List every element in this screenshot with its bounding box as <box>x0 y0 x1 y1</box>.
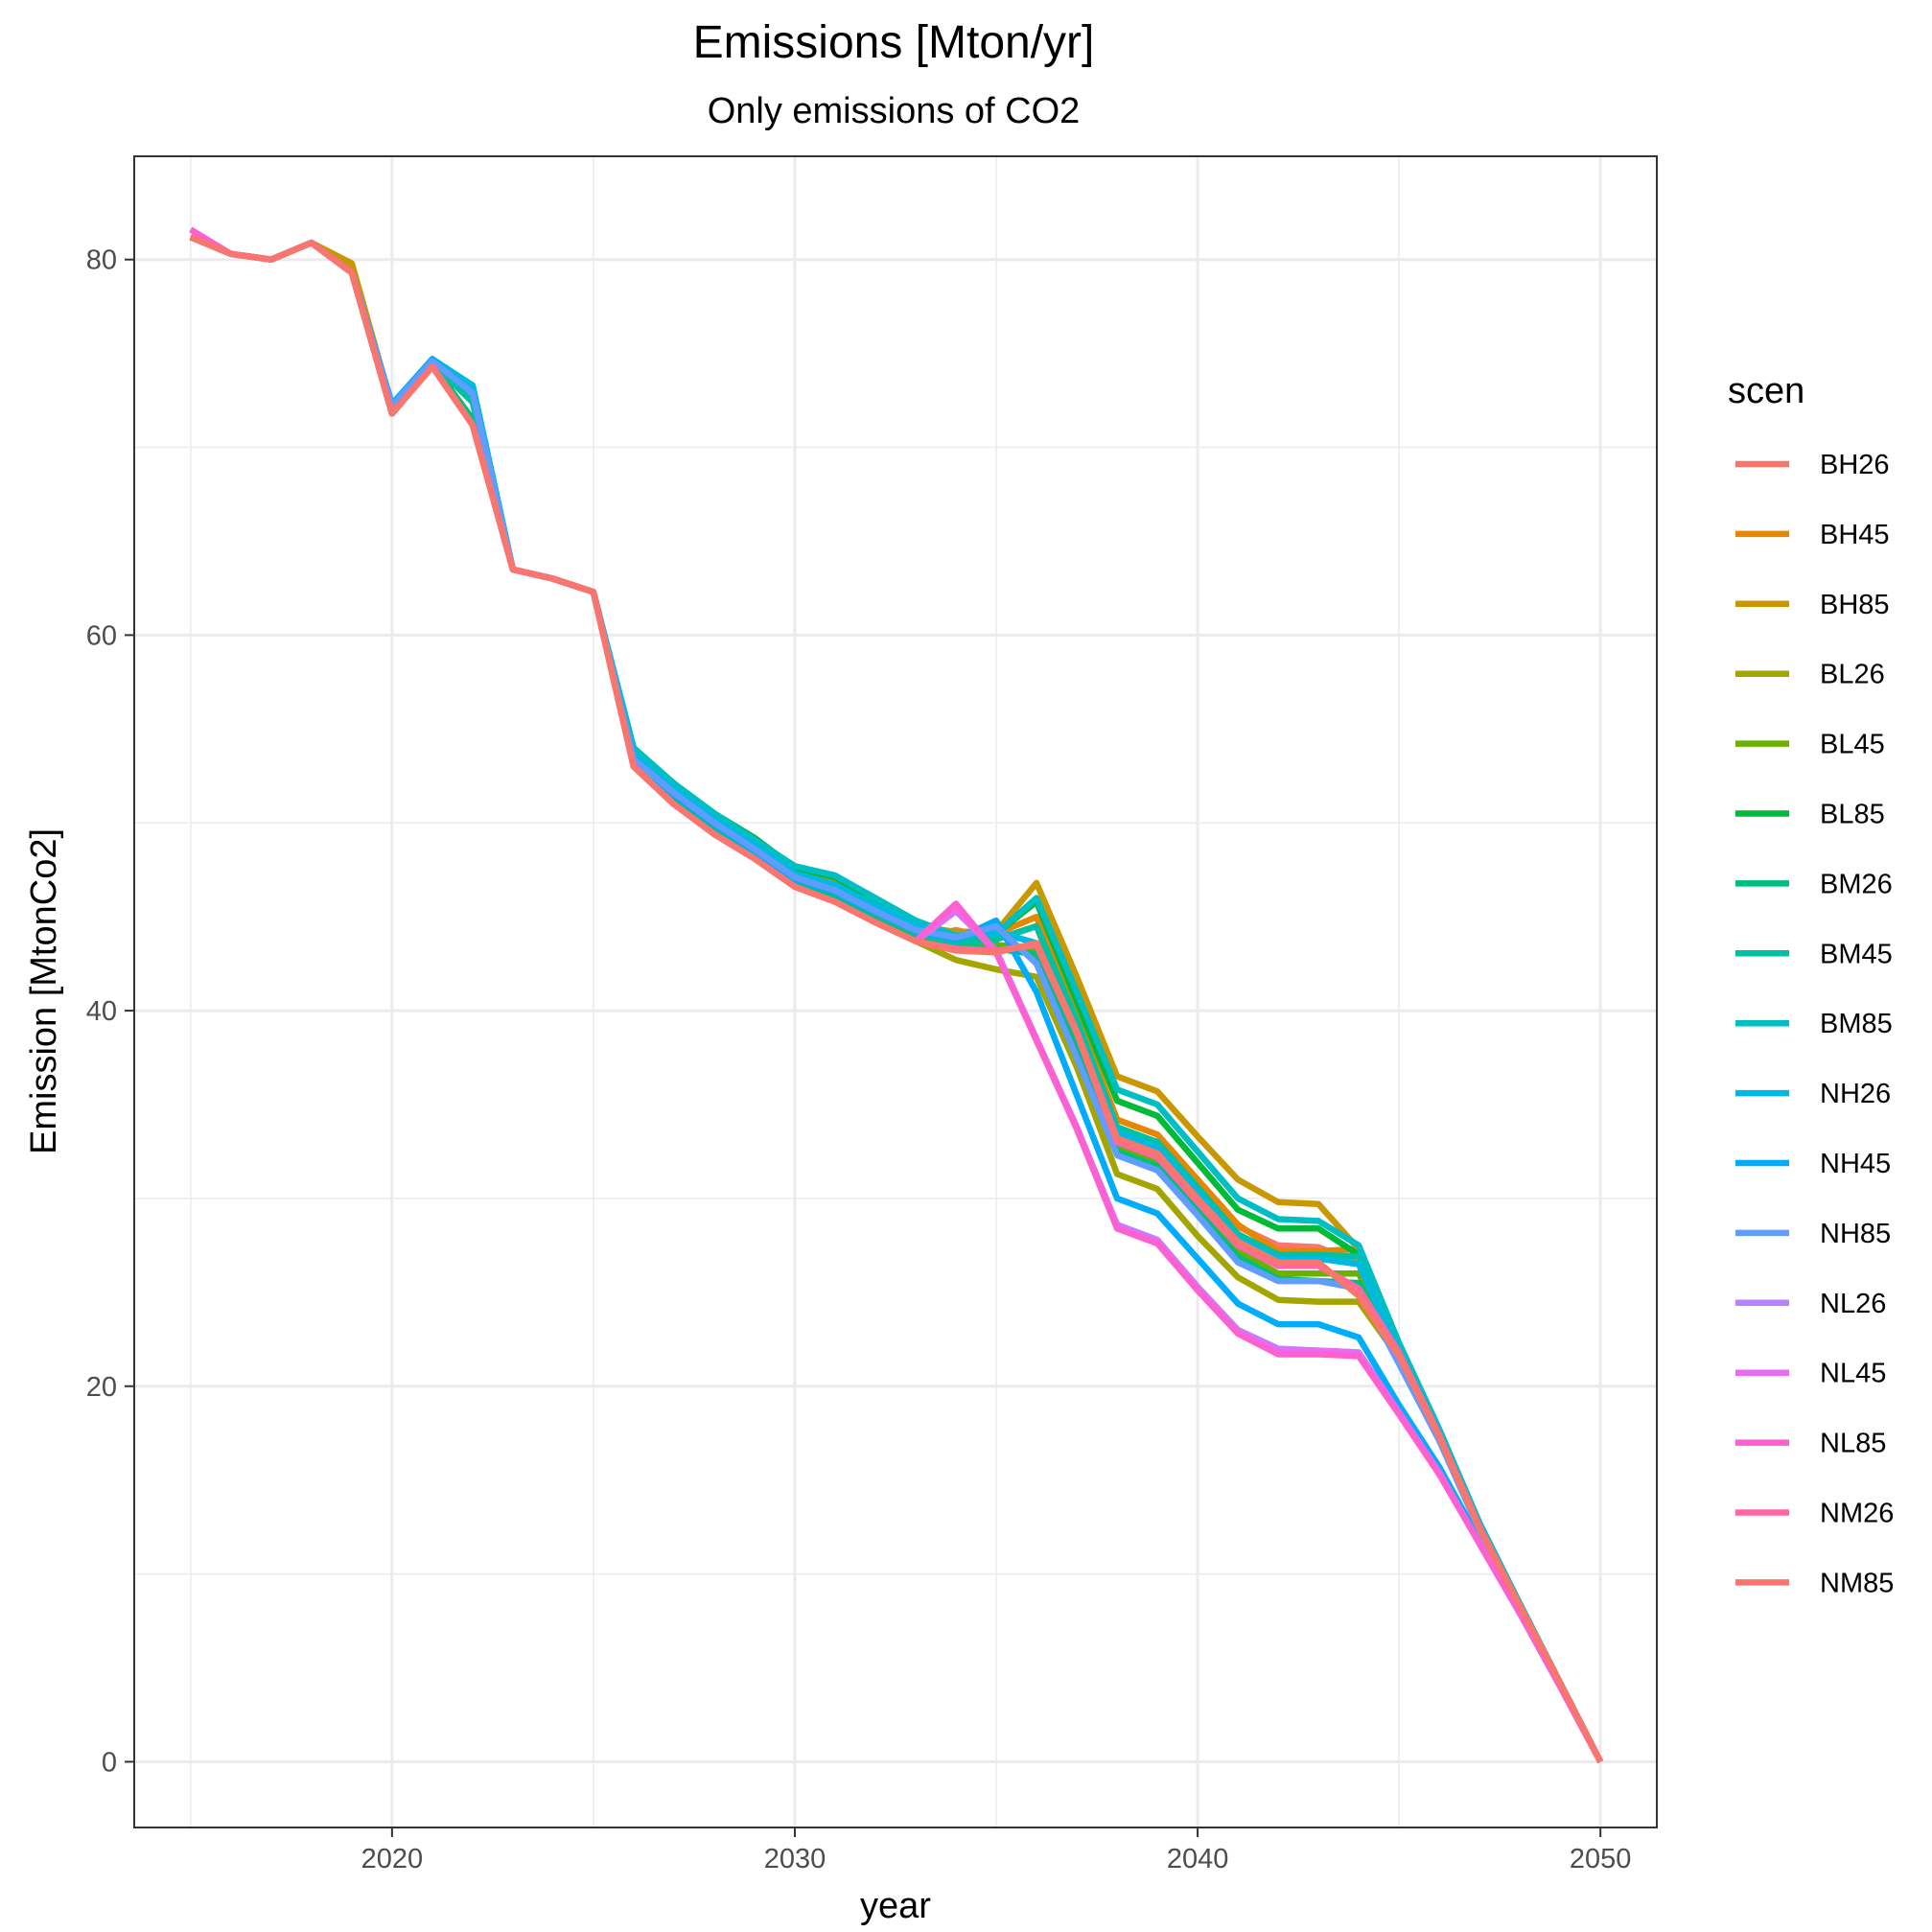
legend-label: BH85 <box>1820 590 1890 620</box>
legend-label: NH26 <box>1820 1079 1891 1109</box>
legend-label: BM85 <box>1820 1009 1893 1039</box>
legend-label: BL85 <box>1820 800 1885 830</box>
legend-item-nl26: NL26 <box>1735 1289 1886 1319</box>
legend-items: BH26 BH45 BH85 BL26 BL45 BL85 BM26 BM45 BM85 NH26… <box>1735 450 1894 1598</box>
major-gridlines <box>134 156 1657 1827</box>
legend-item-nh85: NH85 <box>1735 1219 1891 1249</box>
legend-label: BL45 <box>1820 730 1885 760</box>
legend-item-nm26: NM26 <box>1735 1499 1894 1529</box>
x-tick-label: 2050 <box>1570 1844 1632 1874</box>
plot-background <box>134 156 1657 1827</box>
legend-item-bh45: BH45 <box>1735 520 1890 550</box>
legend-item-nl85: NL85 <box>1735 1429 1886 1459</box>
legend-item-bh26: BH26 <box>1735 450 1890 480</box>
legend-item-nl45: NL45 <box>1735 1359 1886 1389</box>
plot-border <box>133 155 1658 1828</box>
legend-label: BL26 <box>1820 660 1885 690</box>
y-tick-label: 60 <box>86 620 117 651</box>
legend-title: scen <box>1728 371 1804 411</box>
series-lines <box>189 226 1604 1764</box>
legend-label: NL45 <box>1820 1359 1886 1389</box>
legend-item-bm26: BM26 <box>1735 869 1893 899</box>
legend: scen BH26 BH45 BH85 BL26 BL45 BL85 BM26 BM45 BM8… <box>1728 371 1894 1598</box>
y-tick-label: 80 <box>86 245 117 276</box>
legend-item-nm85: NM85 <box>1735 1568 1894 1598</box>
chart-title: Emissions [Mton/yr] <box>693 17 1095 68</box>
legend-item-bm45: BM45 <box>1735 939 1893 969</box>
legend-label: BM45 <box>1820 939 1893 969</box>
x-tick-label: 2030 <box>764 1844 826 1874</box>
legend-item-bl45: BL45 <box>1735 730 1885 760</box>
legend-item-bh85: BH85 <box>1735 590 1890 620</box>
legend-item-nh26: NH26 <box>1735 1079 1891 1109</box>
x-axis-title: year <box>860 1886 931 1926</box>
legend-label: BH26 <box>1820 450 1890 480</box>
chart-subtitle: Only emissions of CO2 <box>708 91 1081 131</box>
legend-item-bl85: BL85 <box>1735 800 1885 830</box>
x-tick-label: 2020 <box>361 1844 424 1874</box>
y-tick-label: 20 <box>86 1372 117 1403</box>
legend-label: BH45 <box>1820 520 1890 550</box>
legend-label: BM26 <box>1820 869 1893 899</box>
x-axis-ticks: 2020 2030 2040 2050 <box>361 1827 1632 1874</box>
legend-item-nh45: NH45 <box>1735 1149 1891 1179</box>
y-tick-label: 40 <box>86 996 117 1027</box>
legend-label: NM26 <box>1820 1499 1894 1529</box>
legend-item-bm85: BM85 <box>1735 1009 1893 1039</box>
y-axis-title: Emission [MtonCo2] <box>24 828 64 1154</box>
legend-label: NM85 <box>1820 1568 1894 1598</box>
legend-item-bl26: BL26 <box>1735 660 1885 690</box>
series-line-nm85 <box>189 234 1604 1763</box>
x-tick-label: 2040 <box>1167 1844 1229 1874</box>
legend-label: NL85 <box>1820 1429 1886 1459</box>
y-tick-label: 0 <box>102 1747 117 1778</box>
legend-label: NH45 <box>1820 1149 1891 1179</box>
legend-label: NH85 <box>1820 1219 1891 1249</box>
minor-gridlines <box>134 156 1657 1827</box>
y-axis-ticks: 0 20 40 60 80 <box>86 245 134 1778</box>
legend-label: NL26 <box>1820 1289 1886 1319</box>
